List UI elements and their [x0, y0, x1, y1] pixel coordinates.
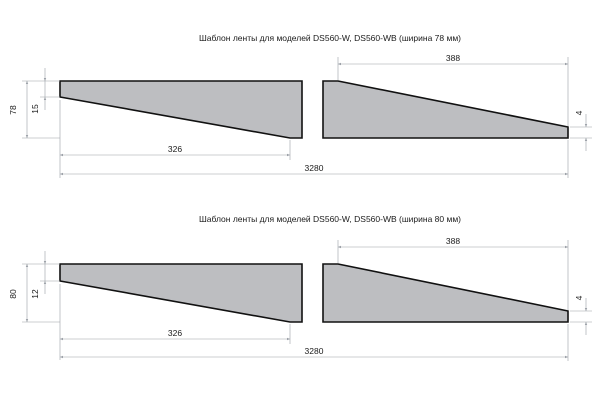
dimension-right-taper: 388 [337, 53, 569, 126]
dimension-left-edge: 12 [30, 251, 60, 299]
dimension-label-left-taper: 326 [168, 144, 182, 154]
tape-right-segment [322, 80, 569, 139]
tape-right-segment [322, 263, 569, 323]
dimension-label-left-taper: 326 [168, 328, 182, 338]
dimension-label-right-taper: 388 [446, 236, 460, 246]
dimension-left-taper: 326 [59, 100, 291, 178]
dimension-label-total-length: 3280 [305, 346, 324, 356]
template-78mm: Шаблон ленты для моделей DS560-W, DS560-… [8, 33, 592, 178]
dimension-left-edge: 15 [30, 68, 60, 114]
dimension-label-overall-width: 80 [8, 289, 18, 299]
dimension-label-right-edge: 4 [574, 295, 584, 300]
dimension-label-right-taper: 388 [446, 53, 460, 63]
dimension-label-right-edge: 4 [574, 110, 584, 115]
tape-left-segment [59, 263, 303, 323]
dimension-label-left-edge: 12 [30, 289, 40, 299]
dimension-label-left-edge: 15 [30, 104, 40, 114]
dimension-left-taper: 326 [59, 284, 291, 360]
dimension-total-length: 3280 [60, 324, 569, 361]
dimension-label-total-length: 3280 [305, 163, 324, 173]
dimension-right-edge: 4 [570, 110, 592, 151]
dimension-total-length: 3280 [60, 140, 569, 178]
dimension-right-edge: 4 [570, 295, 592, 335]
dimension-overall-width: 80 [8, 263, 60, 323]
template-80mm: Шаблон ленты для моделей DS560-W, DS560-… [8, 214, 592, 361]
tape-left-segment [59, 80, 303, 139]
template-title: Шаблон ленты для моделей DS560-W, DS560-… [199, 33, 461, 43]
dimension-label-overall-width: 78 [8, 105, 18, 115]
template-title: Шаблон ленты для моделей DS560-W, DS560-… [199, 214, 461, 224]
dimension-right-taper: 388 [337, 236, 569, 310]
dimension-overall-width: 78 [8, 80, 60, 139]
